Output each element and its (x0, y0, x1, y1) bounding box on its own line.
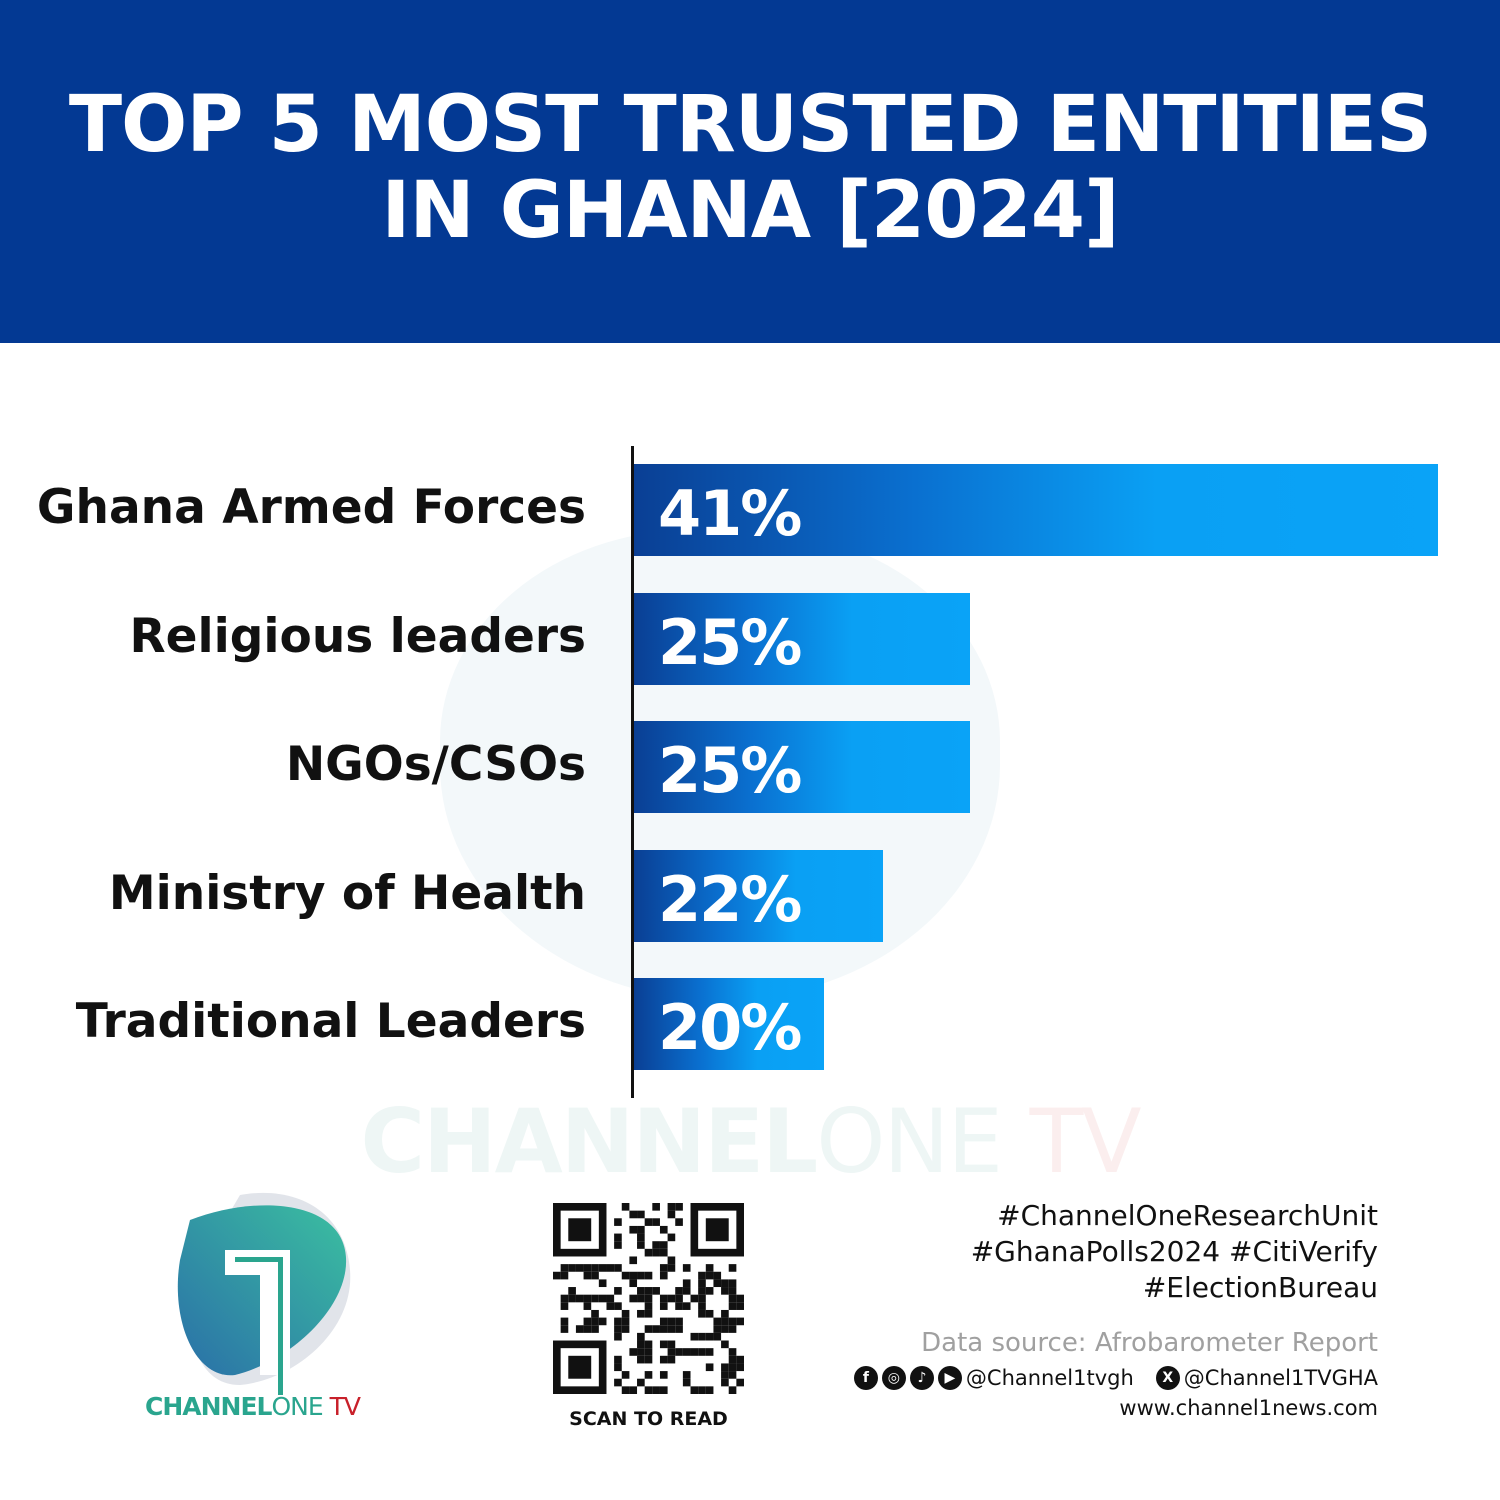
footer-info: #ChannelOneResearchUnit #GhanaPolls2024 … (853, 1198, 1378, 1420)
header-banner: TOP 5 MOST TRUSTED ENTITIES IN GHANA [20… (0, 0, 1500, 343)
website-link[interactable]: www.channel1news.com (1119, 1396, 1378, 1420)
instagram-icon[interactable]: ◎ (881, 1366, 906, 1390)
title-line-2: IN GHANA [2024] (381, 166, 1119, 256)
data-label: 20% (658, 991, 802, 1064)
watermark: CHANNELONE TV (360, 1090, 1141, 1193)
x-icon[interactable]: X (1155, 1366, 1180, 1390)
hashtag-line: #ChannelOneResearchUnit (997, 1199, 1378, 1232)
category-label: Religious leaders (129, 608, 586, 664)
tiktok-icon[interactable]: ♪ (909, 1366, 934, 1390)
hashtag-line: #ElectionBureau (1142, 1271, 1378, 1304)
logo-wordmark: CHANNELONE TV (145, 1392, 361, 1421)
category-label: Ministry of Health (108, 865, 586, 921)
bar (634, 592, 971, 685)
data-label: 25% (658, 734, 802, 807)
category-label: Ghana Armed Forces (36, 480, 586, 535)
category-label: NGOs/CSOs (285, 737, 586, 792)
x-handle[interactable]: @Channel1TVGHA (1183, 1366, 1378, 1390)
social-handle[interactable]: @Channel1tvgh (965, 1366, 1134, 1390)
bar (634, 464, 1438, 556)
data-label: 22% (658, 862, 802, 936)
title-line-1: TOP 5 MOST TRUSTED ENTITIES (68, 80, 1432, 170)
data-label: 41% (658, 477, 802, 550)
bar (634, 721, 971, 813)
social-row: f ◎ ♪ ▶ @Channel1tvgh X @Channel1TVGHA (853, 1366, 1378, 1390)
data-source: Data source: Afrobarometer Report (921, 1328, 1378, 1358)
hashtag-line: #GhanaPolls2024 #CitiVerify (970, 1235, 1378, 1268)
bar (634, 849, 883, 942)
channel-one-logo (177, 1192, 351, 1395)
y-axis-line (631, 446, 634, 1098)
category-label: Traditional Leaders (75, 994, 586, 1049)
facebook-icon[interactable]: f (853, 1366, 878, 1390)
bar (634, 978, 825, 1070)
qr-code[interactable] (553, 1203, 744, 1394)
youtube-icon[interactable]: ▶ (937, 1366, 962, 1390)
qr-caption: SCAN TO READ (569, 1408, 728, 1430)
data-label: 25% (658, 605, 802, 679)
